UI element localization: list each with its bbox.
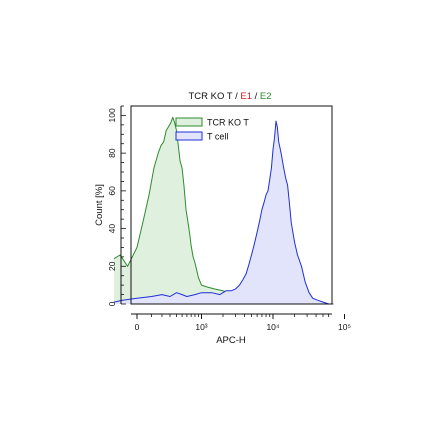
x-axis-label: APC-H	[216, 335, 246, 346]
plot-area	[113, 116, 334, 305]
x-tick-label: 0	[135, 322, 140, 332]
chart-title: TCR KO T / E1 / E2	[188, 91, 271, 102]
legend: TCR KO T T cell	[175, 117, 249, 142]
legend-swatch-1	[175, 131, 203, 141]
x-tick-label: 10⁴	[266, 322, 279, 332]
legend-label-0: TCR KO T	[207, 118, 249, 128]
y-tick-label: 0	[107, 301, 117, 306]
y-tick-label: 80	[107, 148, 117, 158]
chart-title-part: E1	[240, 91, 252, 102]
y-axis-label: Count [%]	[94, 184, 105, 226]
y-axis: 0 20 40 60 80 100	[107, 105, 126, 306]
y-tick-label: 40	[107, 224, 117, 234]
legend-swatch-0	[175, 117, 203, 127]
x-axis: 0 10³ 10⁴ 10⁵	[131, 313, 351, 332]
chart-title-part: TCR KO T	[188, 91, 232, 102]
series-area-0	[113, 117, 329, 304]
chart-title-part: E2	[260, 91, 272, 102]
y-tick-label: 100	[107, 108, 117, 122]
plot-frame	[130, 105, 333, 305]
x-tick-label: 10⁵	[338, 322, 351, 332]
series-area-1	[113, 121, 334, 304]
legend-label-1: T cell	[207, 132, 228, 142]
series-line-1	[113, 120, 334, 305]
chart-title-part: /	[232, 91, 240, 102]
y-tick-label: 60	[107, 186, 117, 196]
chart-title-part: /	[252, 91, 260, 102]
y-tick-label: 20	[107, 261, 117, 271]
x-tick-label: 10³	[195, 322, 207, 332]
